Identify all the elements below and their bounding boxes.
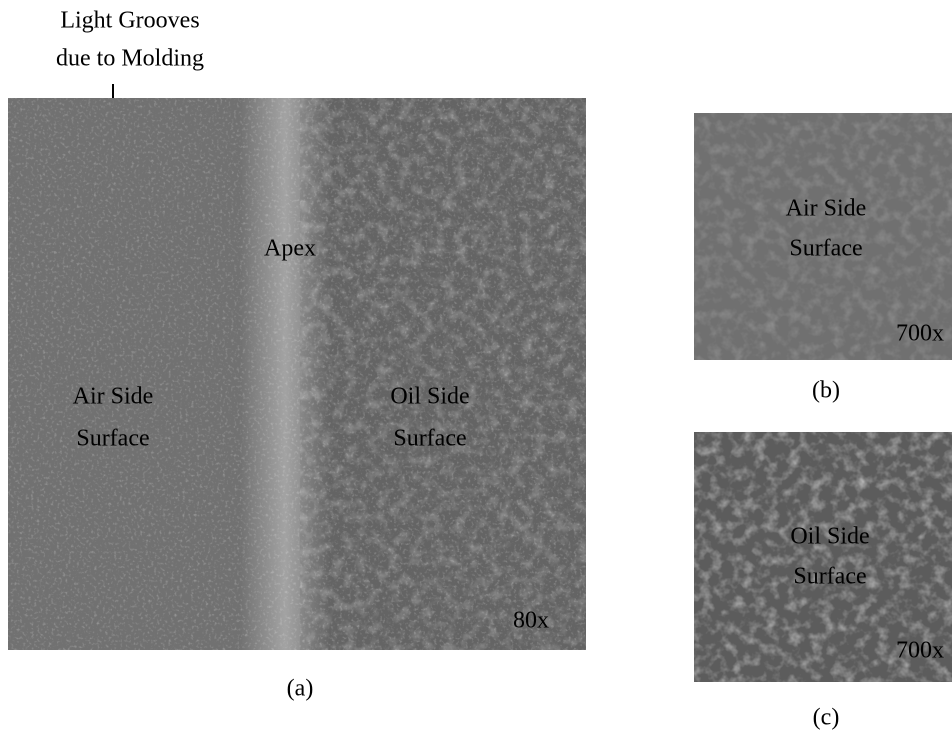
annotation-line: due to Molding — [56, 46, 204, 72]
caption: (a) — [287, 676, 314, 702]
caption: (b) — [812, 378, 840, 404]
region-label: Surface — [393, 426, 466, 452]
region-label: Air Side — [73, 384, 154, 410]
magnification: 700x — [896, 321, 944, 347]
apex-band — [240, 98, 330, 650]
apex-label: Apex — [264, 236, 316, 262]
region-label: Surface — [789, 236, 862, 262]
region-label: Oil Side — [790, 524, 869, 550]
page: {"annotation": {"lines": ["Light Grooves… — [0, 0, 952, 734]
magnification: 700x — [896, 638, 944, 664]
annotation-line: Light Grooves — [60, 8, 199, 34]
magnification: 80x — [513, 608, 549, 634]
region-label: Oil Side — [390, 384, 469, 410]
figure: Light Grooves due to Molding Apex Air Si… — [0, 0, 952, 734]
caption: (c) — [813, 705, 840, 731]
texture — [300, 98, 586, 650]
panel-b: Air Side Surface 700x (b) — [694, 113, 952, 404]
region-label: Surface — [76, 426, 149, 452]
panel-c: Oil Side Surface 700x (c) — [694, 432, 952, 731]
panel-a: Apex Air Side Surface Oil Side Surface 8… — [8, 98, 586, 702]
region-label: Air Side — [786, 196, 867, 222]
region-label: Surface — [793, 564, 866, 590]
